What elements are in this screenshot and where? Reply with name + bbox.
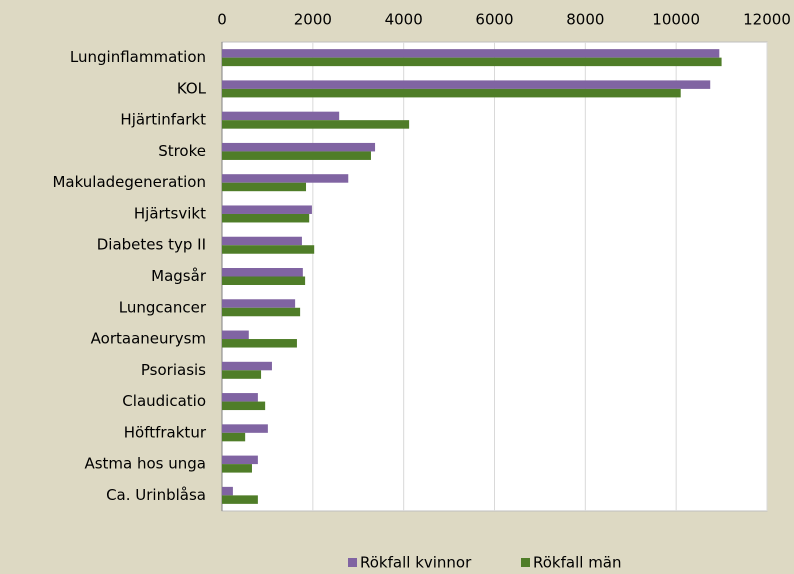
x-tick-label: 4000	[385, 11, 423, 29]
bar	[222, 182, 307, 192]
y-tick-label: Hjärtsvikt	[134, 204, 206, 222]
legend-label: Rökfall kvinnor	[360, 554, 472, 572]
y-tick-label: Lungcancer	[119, 298, 207, 316]
x-tick-label: 8000	[566, 11, 604, 29]
bar	[222, 307, 301, 317]
bar	[222, 80, 711, 89]
bar	[222, 330, 249, 340]
bar	[222, 455, 258, 465]
legend-swatch	[521, 558, 530, 567]
bar	[222, 142, 376, 152]
bar	[222, 401, 266, 411]
bar	[222, 268, 303, 277]
bar	[222, 151, 371, 160]
bar	[222, 205, 312, 214]
legend-swatch	[348, 558, 357, 567]
y-tick-label: KOL	[177, 79, 207, 97]
bar	[222, 57, 722, 67]
bar	[222, 424, 268, 433]
x-tick-label: 0	[217, 11, 227, 29]
y-tick-label: Makuladegeneration	[52, 173, 206, 191]
bar	[222, 339, 297, 348]
x-tick-label: 2000	[294, 11, 332, 29]
bar	[222, 174, 349, 183]
legend-label: Rökfall män	[533, 554, 622, 572]
bar	[222, 49, 720, 58]
y-tick-label: Psoriasis	[141, 361, 206, 379]
bar	[222, 361, 272, 371]
y-tick-label: Aortaaneurysm	[91, 330, 206, 348]
y-tick-label: Claudicatio	[122, 392, 206, 410]
y-tick-label: Hjärtinfarkt	[120, 111, 206, 129]
y-tick-label: Höftfraktur	[124, 423, 207, 441]
bar	[222, 236, 302, 246]
y-tick-label: Stroke	[158, 142, 206, 160]
y-tick-label: Ca. Urinblåsa	[106, 486, 206, 504]
bar	[222, 245, 315, 254]
bar	[222, 111, 340, 121]
bar	[222, 120, 410, 129]
y-tick-label: Lunginflammation	[70, 48, 206, 66]
bar	[222, 432, 246, 442]
bar	[222, 393, 258, 402]
bar	[222, 486, 233, 496]
y-tick-label: Magsår	[151, 267, 207, 285]
y-tick-label: Astma hos unga	[84, 455, 206, 473]
y-tick-label: Diabetes typ II	[97, 236, 206, 254]
bar	[222, 213, 310, 223]
bar	[222, 464, 252, 473]
bar	[222, 495, 258, 504]
bar	[222, 370, 262, 379]
bar	[222, 299, 296, 308]
x-tick-label: 10000	[652, 11, 700, 29]
bar	[222, 276, 306, 285]
x-tick-label: 12000	[743, 11, 791, 29]
bar	[222, 88, 681, 98]
x-tick-label: 6000	[475, 11, 513, 29]
